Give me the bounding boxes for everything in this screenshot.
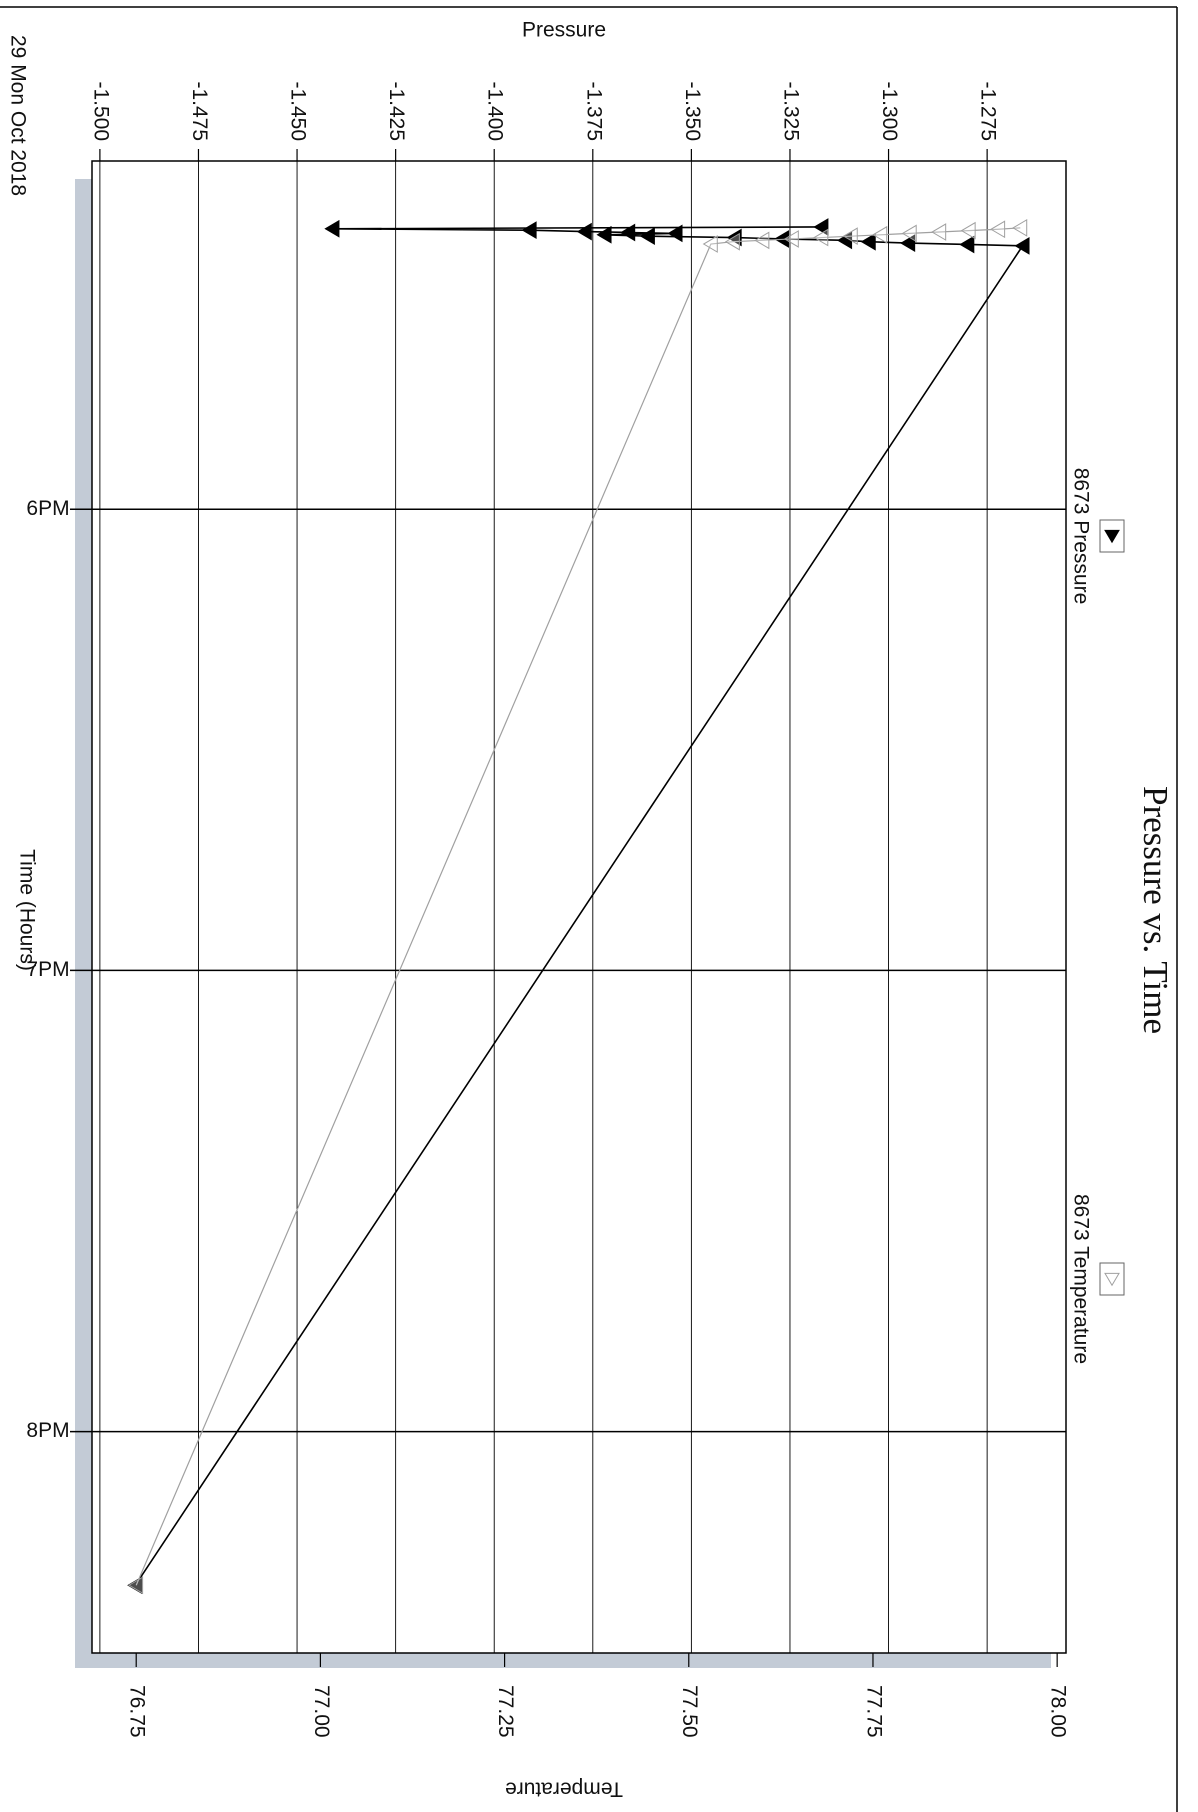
- data-point: [900, 234, 916, 252]
- data-point: [1012, 219, 1028, 237]
- legend-label: 8673 Temperature: [1069, 1194, 1092, 1364]
- data-point: [842, 227, 858, 246]
- data-point: [931, 223, 947, 241]
- x-tick-label: 8PM: [26, 1419, 69, 1442]
- data-point: [596, 225, 612, 244]
- y-tick-label: -1.400: [484, 81, 507, 141]
- y2-tick-label: 77.25: [494, 1685, 517, 1738]
- y-tick-label: -1.500: [89, 81, 112, 141]
- x-axis-label: Time (Hours): [15, 849, 38, 971]
- plot-shadow: [75, 1653, 1051, 1668]
- y2-tick-label: 77.50: [678, 1685, 701, 1738]
- y2-tick-label: 78.00: [1047, 1685, 1070, 1738]
- legend-marker: [1104, 529, 1120, 544]
- data-point: [521, 221, 537, 240]
- data-point: [128, 1576, 144, 1595]
- x-tick-label: 7PM: [26, 958, 69, 981]
- data-point: [724, 232, 740, 251]
- y-tick-label: -1.275: [977, 81, 1000, 141]
- data-point: [901, 224, 917, 243]
- legend-label: 8673 Pressure: [1069, 468, 1092, 605]
- y-tick-label: -1.475: [188, 81, 211, 141]
- data-point: [959, 235, 975, 254]
- y2-axis-label: Temperature: [505, 1777, 623, 1800]
- series-line: [135, 227, 1021, 1586]
- y-tick-label: -1.300: [878, 81, 901, 141]
- y-tick-label: -1.325: [779, 81, 802, 141]
- data-point: [860, 232, 876, 251]
- data-point: [576, 222, 592, 241]
- legend-marker: [1104, 1272, 1120, 1287]
- data-point: [639, 227, 655, 246]
- y-tick-label: -1.350: [681, 81, 704, 141]
- data-point: [813, 228, 829, 247]
- y-tick-label: -1.425: [385, 81, 408, 141]
- y-tick-label: -1.375: [582, 81, 605, 141]
- data-point: [667, 224, 683, 243]
- data-point: [783, 230, 799, 248]
- y-tick-label: -1.450: [287, 81, 310, 141]
- data-point: [990, 220, 1006, 239]
- data-point: [960, 221, 976, 240]
- series-line: [134, 226, 1025, 1586]
- data-point: [702, 235, 718, 253]
- data-point: [754, 231, 770, 250]
- data-point: [1014, 236, 1030, 255]
- date-label: 29 Mon Oct 2018: [6, 35, 29, 196]
- data-point: [872, 225, 888, 244]
- rotated-chart: Pressure vs. Time 29 Mon Oct 2018 Time (…: [0, 6, 1178, 1812]
- y2-tick-label: 76.75: [126, 1685, 149, 1738]
- y-axis-label: Pressure: [522, 19, 606, 42]
- x-tick-label: 6PM: [26, 497, 69, 520]
- y2-tick-label: 77.00: [310, 1685, 333, 1738]
- plot-shadow: [75, 179, 92, 1668]
- data-point: [620, 223, 636, 242]
- chart-title: Pressure vs. Time: [1136, 786, 1175, 1034]
- plot-area: [91, 160, 1067, 1654]
- data-point: [324, 219, 340, 238]
- y2-tick-label: 77.75: [862, 1685, 885, 1738]
